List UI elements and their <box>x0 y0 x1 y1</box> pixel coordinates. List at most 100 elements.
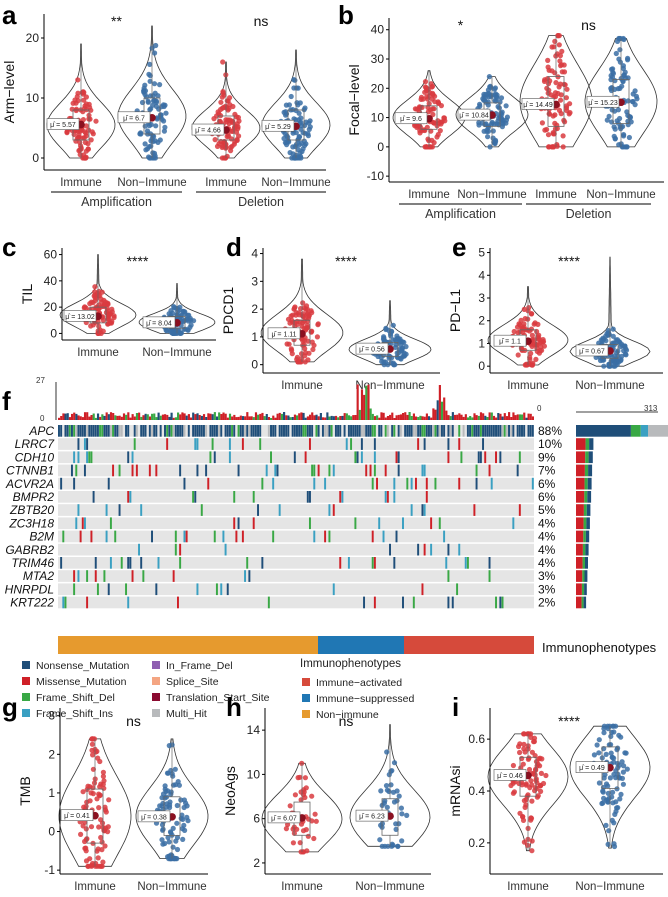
mutation-cell <box>120 425 123 437</box>
point-i-0 <box>520 814 526 820</box>
median-label-b-2: μ̂ = 14.49 <box>523 102 553 109</box>
mutation-cell <box>447 438 450 450</box>
tmb-bar <box>202 414 206 420</box>
point-g-0 <box>101 785 107 791</box>
gene-bar-seg <box>630 425 641 437</box>
tmb-bar <box>159 415 162 420</box>
tmb-bar <box>274 417 277 420</box>
mutation-cell <box>200 504 203 516</box>
point-c-0 <box>109 306 115 312</box>
tmb-bar <box>399 414 403 420</box>
point-b-2 <box>552 120 558 126</box>
point-a-1 <box>142 141 148 147</box>
legend-swatch-nonimmune <box>302 710 310 718</box>
mutation-cell <box>337 425 340 437</box>
tmb-bar <box>105 412 108 420</box>
point-b-1 <box>481 128 487 134</box>
panel-letter-h: h <box>226 692 242 722</box>
point-i-1 <box>596 737 602 743</box>
tmb-bar <box>339 416 342 420</box>
mutation-cell <box>324 530 327 543</box>
mutation-cell <box>332 583 335 596</box>
point-b-3 <box>615 107 622 113</box>
point-a-0 <box>83 107 90 113</box>
mutation-cell <box>166 438 169 450</box>
point-h-1 <box>384 749 390 755</box>
tmb-bar <box>308 414 312 420</box>
point-a-0 <box>85 146 91 152</box>
tmb-bar <box>354 415 357 420</box>
tmb-bar <box>298 413 301 420</box>
gene-bar-seg <box>584 570 588 582</box>
mutation-cell <box>73 451 76 464</box>
gene-bar-seg <box>576 583 582 596</box>
tmb-bar <box>389 414 392 420</box>
y-axis-title-a: Arm−level <box>1 61 17 124</box>
mutation-cell <box>86 596 89 609</box>
median-box-b-1 <box>457 108 491 121</box>
tmb-bar <box>529 413 532 420</box>
mutation-cell <box>393 491 396 503</box>
point-d-0 <box>287 320 293 326</box>
tmb-bar <box>239 415 242 420</box>
point-c-0 <box>106 312 112 318</box>
tmb-bar <box>360 389 364 420</box>
tmb-bar <box>129 417 132 420</box>
mutation-cell <box>252 491 255 503</box>
point-g-1 <box>159 795 165 801</box>
point-e-1 <box>601 336 607 342</box>
y-axis-title-i: mRNAsi <box>447 765 463 816</box>
gene-percent: 4% <box>538 530 556 544</box>
mutation-cell <box>75 425 78 437</box>
mutation-cell <box>81 517 84 530</box>
point-e-0 <box>528 311 535 317</box>
point-b-3 <box>634 96 640 102</box>
point-a-3 <box>290 144 296 150</box>
mutation-cell <box>233 517 236 530</box>
point-c-1 <box>180 319 186 325</box>
mutation-cell <box>397 425 400 437</box>
mutation-cell <box>447 596 450 609</box>
mutation-cell <box>241 425 244 437</box>
tmb-bar <box>99 416 102 420</box>
mutation-cell <box>328 530 331 543</box>
point-d-0 <box>308 329 314 335</box>
mutation-cell <box>505 425 508 437</box>
gene-label: CTNNB1 <box>6 464 54 478</box>
point-a-2 <box>229 143 235 149</box>
point-i-0 <box>521 746 527 752</box>
point-g-0 <box>102 807 109 813</box>
point-a-1 <box>151 81 158 87</box>
panel-letter-f: f <box>2 386 11 416</box>
mutation-cell <box>228 438 231 450</box>
point-d-0 <box>300 338 306 344</box>
y-tick-label-e: 4 <box>478 268 485 282</box>
point-b-2 <box>558 92 564 98</box>
mutation-cell <box>118 425 121 437</box>
point-c-1 <box>163 327 169 333</box>
mutation-cell <box>138 543 140 556</box>
mutation-cell <box>373 451 376 464</box>
tmb-bar <box>432 408 435 420</box>
point-e-0 <box>529 343 535 349</box>
point-i-0 <box>529 798 535 804</box>
mutation-cell <box>434 477 437 490</box>
mutation-cell <box>490 425 493 437</box>
point-e-0 <box>532 320 538 326</box>
mutation-cell <box>211 438 214 450</box>
mutation-cell <box>220 425 223 437</box>
mutation-cell <box>60 425 63 437</box>
point-b-2 <box>553 80 559 86</box>
gene-percent: 5% <box>538 503 556 517</box>
point-c-0 <box>88 323 94 329</box>
point-e-1 <box>622 343 628 349</box>
point-g-0 <box>88 790 94 796</box>
point-i-1 <box>603 822 609 829</box>
mutation-cell <box>231 425 234 437</box>
point-a-1 <box>145 99 151 105</box>
mutation-cell <box>302 425 305 437</box>
mutation-cell <box>376 477 378 490</box>
mutation-cell <box>267 425 270 437</box>
y-tick-label-e: 1 <box>478 336 485 350</box>
tmb-bar <box>510 417 513 420</box>
